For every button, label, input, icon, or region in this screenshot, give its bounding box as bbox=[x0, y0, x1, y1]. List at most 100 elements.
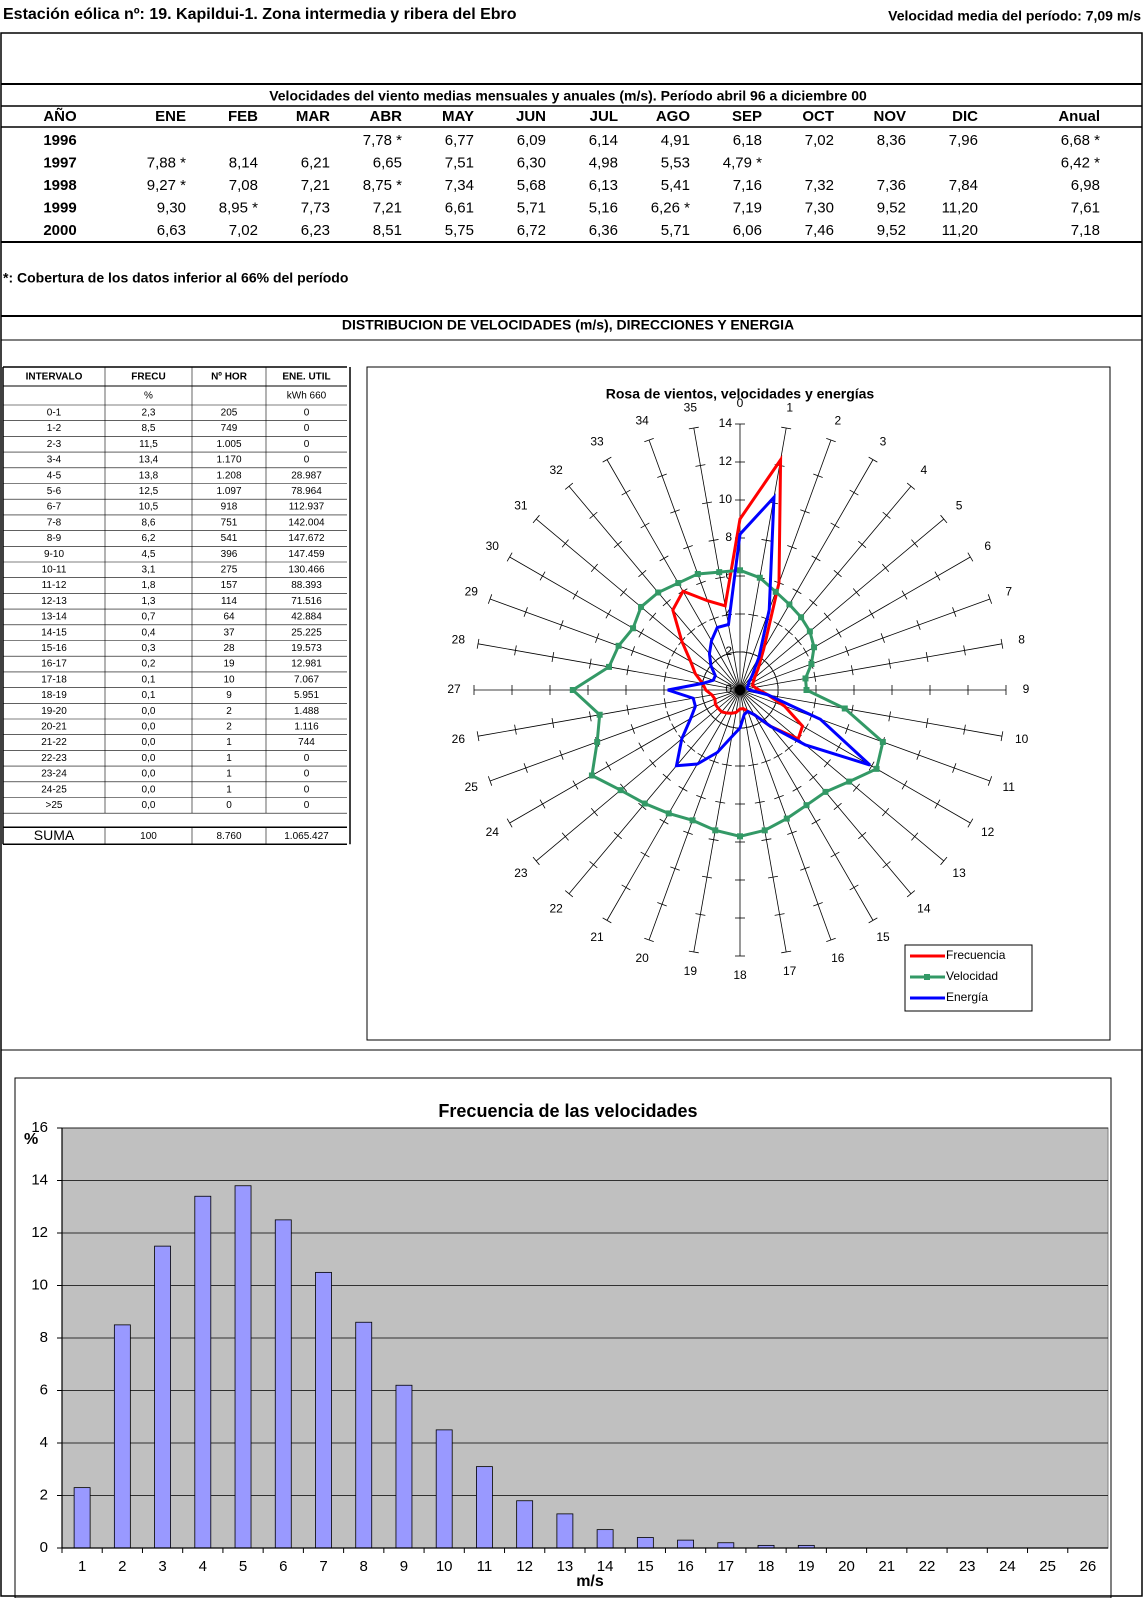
spoke bbox=[489, 598, 741, 691]
cell: 18-19 bbox=[41, 690, 67, 701]
cell: 8,14 bbox=[229, 154, 258, 171]
tick-mark bbox=[761, 759, 771, 764]
tick-mark bbox=[640, 851, 650, 858]
cell: 147.459 bbox=[288, 549, 325, 560]
marker bbox=[846, 778, 853, 785]
unit: % bbox=[144, 391, 153, 402]
cell: 11,20 bbox=[942, 199, 978, 216]
column-header: AGO bbox=[656, 108, 691, 125]
x-tick-label: 19 bbox=[798, 1558, 815, 1575]
cell: 25.225 bbox=[291, 627, 322, 638]
bar bbox=[154, 1245, 171, 1549]
cell: 4,91 bbox=[661, 132, 690, 149]
marker bbox=[638, 603, 645, 610]
column-header: SEP bbox=[732, 108, 762, 125]
cell: 0,1 bbox=[142, 674, 156, 685]
cell: 14-15 bbox=[41, 627, 67, 638]
cell: 2 bbox=[226, 721, 232, 732]
cell: 19-20 bbox=[41, 706, 67, 717]
tick-mark bbox=[666, 659, 671, 669]
row-year: 1998 bbox=[43, 177, 76, 194]
marker bbox=[641, 800, 648, 807]
category-label: 2 bbox=[834, 413, 841, 427]
x-tick-label: 25 bbox=[1039, 1558, 1056, 1575]
cell: 9,27 * bbox=[147, 177, 186, 194]
cell: 6,30 bbox=[517, 154, 546, 171]
cell: >25 bbox=[46, 800, 63, 811]
tick-mark bbox=[800, 866, 810, 871]
category-label: 35 bbox=[684, 401, 698, 415]
tick-mark bbox=[487, 594, 493, 604]
tick-mark bbox=[852, 783, 860, 792]
marker bbox=[675, 580, 682, 587]
cell: 142.004 bbox=[288, 517, 325, 528]
marker bbox=[806, 628, 813, 635]
tick-mark bbox=[702, 501, 713, 505]
category-label: 20 bbox=[636, 951, 650, 965]
cell: 11-12 bbox=[42, 580, 67, 591]
marker bbox=[802, 675, 809, 682]
cell: 7,96 bbox=[949, 132, 978, 149]
tick-mark bbox=[559, 750, 564, 760]
series-line bbox=[671, 454, 805, 741]
tick-mark bbox=[626, 704, 629, 715]
x-axis-label: m/s bbox=[576, 1573, 604, 1590]
tick-mark bbox=[697, 752, 707, 759]
y-tick-label: 10 bbox=[719, 492, 733, 506]
category-label: 28 bbox=[452, 633, 466, 647]
cell: 541 bbox=[221, 533, 238, 544]
cell: 9 bbox=[226, 690, 232, 701]
tick-mark bbox=[620, 588, 628, 597]
y-tick-label: 0 bbox=[40, 1539, 48, 1556]
spoke bbox=[693, 427, 741, 691]
cell: 42.884 bbox=[291, 612, 322, 623]
cell: 3-4 bbox=[47, 455, 62, 466]
x-tick-label: 4 bbox=[199, 1558, 207, 1575]
tick-mark bbox=[683, 545, 693, 550]
cell: 6-7 bbox=[47, 502, 62, 513]
marker bbox=[803, 802, 810, 809]
tick-mark bbox=[514, 645, 517, 656]
category-label: 1 bbox=[786, 401, 793, 415]
cell: 6,72 bbox=[517, 222, 546, 239]
marker bbox=[712, 827, 719, 834]
cell: 9-10 bbox=[44, 549, 64, 560]
bar bbox=[194, 1195, 212, 1549]
marker bbox=[783, 815, 790, 822]
tick-mark bbox=[602, 917, 612, 924]
tick-mark bbox=[644, 437, 654, 443]
cell: 7-8 bbox=[47, 517, 62, 528]
cell: 8,6 bbox=[142, 517, 156, 528]
tick-mark bbox=[851, 665, 854, 676]
marker bbox=[617, 787, 624, 794]
cell: 1,8 bbox=[142, 580, 156, 591]
cell: 10 bbox=[223, 674, 235, 685]
tick-mark bbox=[657, 473, 667, 478]
cell: 0,4 bbox=[142, 627, 156, 638]
bar bbox=[636, 1537, 654, 1549]
tick-mark bbox=[523, 607, 528, 617]
tick-mark bbox=[662, 773, 671, 781]
tick-mark bbox=[589, 511, 598, 519]
cell: 8,51 bbox=[373, 222, 402, 239]
tick-mark bbox=[644, 937, 654, 943]
tick-mark bbox=[794, 637, 802, 646]
category-label: 18 bbox=[733, 968, 747, 982]
bar bbox=[516, 1500, 534, 1549]
tick-mark bbox=[811, 555, 821, 562]
bar bbox=[596, 1529, 614, 1549]
frame bbox=[0, 32, 1143, 1598]
cell: 6,2 bbox=[142, 533, 156, 544]
row-year: 1999 bbox=[43, 199, 76, 216]
tick-mark bbox=[572, 590, 579, 600]
series-line bbox=[667, 493, 872, 768]
tick-mark bbox=[888, 658, 891, 669]
tick-mark bbox=[882, 511, 891, 519]
category-label: 19 bbox=[684, 964, 698, 978]
x-tick-label: 16 bbox=[677, 1558, 694, 1575]
cell: 5,68 bbox=[517, 177, 546, 194]
tick-mark bbox=[952, 763, 957, 773]
spoke bbox=[739, 643, 1003, 691]
tick-mark bbox=[916, 620, 921, 630]
tick-mark bbox=[715, 801, 726, 804]
